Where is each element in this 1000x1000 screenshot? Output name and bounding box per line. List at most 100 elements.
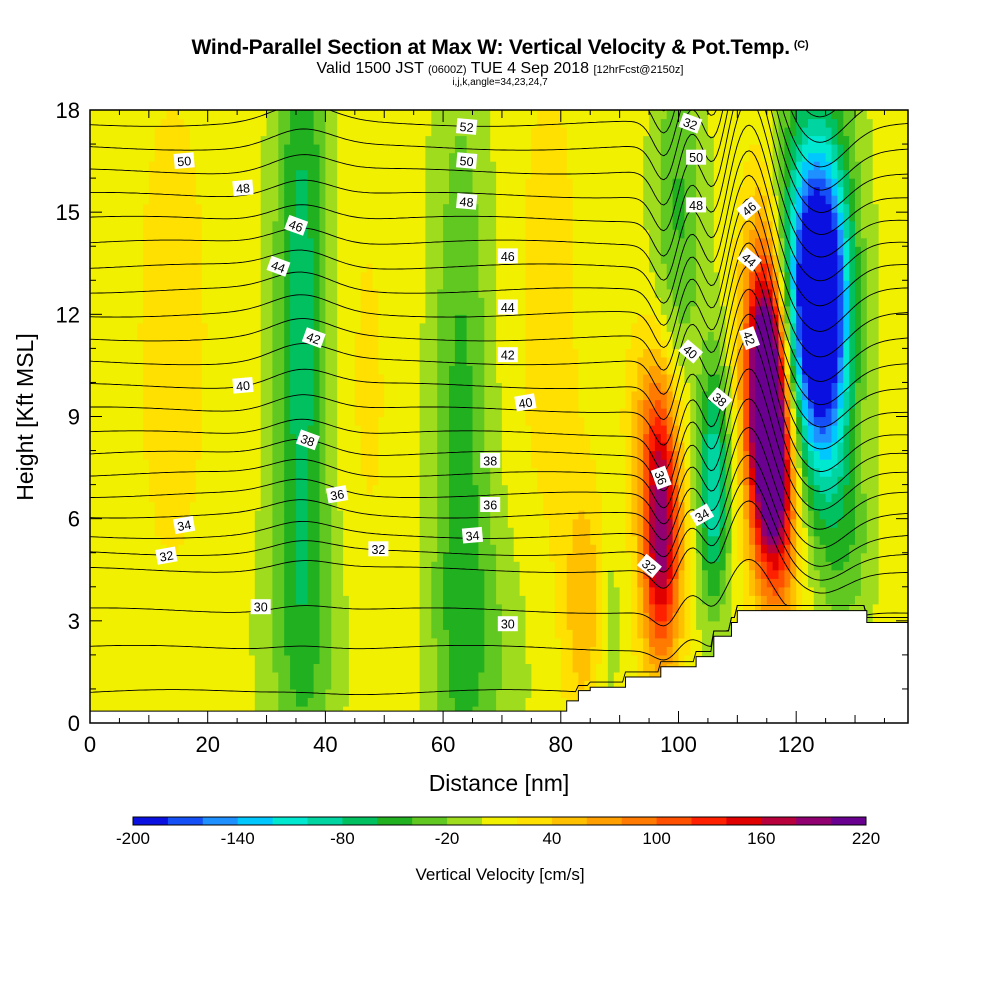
- velocity-cell: [478, 246, 497, 256]
- velocity-cell: [160, 118, 185, 128]
- velocity-cell: [254, 654, 274, 664]
- velocity-cell: [195, 169, 262, 179]
- velocity-cell: [672, 646, 680, 656]
- velocity-cell: [855, 195, 862, 205]
- theta-contour: [90, 150, 908, 307]
- velocity-cell: [637, 450, 644, 460]
- velocity-cell: [784, 195, 791, 205]
- velocity-cell: [878, 459, 908, 469]
- velocity-cell: [425, 254, 444, 264]
- velocity-cell: [737, 288, 744, 298]
- velocity-cell: [766, 518, 780, 528]
- velocity-cell: [678, 399, 685, 409]
- velocity-cell: [143, 280, 203, 290]
- velocity-cell: [619, 425, 632, 435]
- velocity-cell: [731, 484, 738, 494]
- velocity-cell: [825, 425, 833, 435]
- velocity-cell: [278, 195, 285, 205]
- velocity-cell: [284, 629, 321, 639]
- velocity-cell: [749, 552, 756, 562]
- velocity-cell: [678, 229, 685, 239]
- velocity-cell: [531, 459, 597, 469]
- velocity-cell: [437, 510, 450, 520]
- velocity-cell: [343, 569, 421, 579]
- velocity-cell: [272, 271, 285, 281]
- velocity-cell: [484, 322, 497, 332]
- velocity-cell: [337, 229, 427, 239]
- velocity-cell: [260, 484, 274, 494]
- velocity-cell: [849, 416, 856, 426]
- velocity-cell: [813, 595, 827, 605]
- velocity-cell: [737, 263, 744, 273]
- velocity-cell: [472, 391, 485, 401]
- velocity-cell: [607, 680, 615, 690]
- velocity-cell: [472, 169, 497, 179]
- velocity-cell: [90, 373, 144, 383]
- velocity-cell: [802, 152, 809, 162]
- velocity-cell: [784, 280, 791, 290]
- theta-label: 32: [678, 112, 703, 134]
- velocity-cell: [419, 527, 438, 537]
- velocity-cell: [654, 535, 668, 545]
- velocity-cell: [272, 365, 285, 375]
- velocity-cell: [319, 484, 326, 494]
- velocity-cell: [649, 459, 656, 469]
- velocity-cell: [755, 501, 762, 511]
- velocity-cell: [878, 561, 908, 571]
- velocity-cell: [501, 382, 526, 392]
- velocity-cell: [796, 476, 803, 486]
- velocity-cell: [419, 697, 438, 707]
- velocity-cell: [478, 510, 491, 520]
- velocity-cell: [643, 382, 650, 392]
- velocity-cell: [525, 322, 574, 332]
- velocity-cell: [313, 246, 321, 256]
- velocity-cell: [484, 578, 497, 588]
- velocity-cell: [666, 603, 674, 613]
- velocity-cell: [690, 527, 697, 537]
- velocity-cell: [731, 365, 738, 375]
- velocity-cell: [472, 399, 485, 409]
- velocity-cell: [731, 552, 738, 562]
- velocity-cell: [319, 425, 326, 435]
- velocity-cell: [790, 195, 797, 205]
- velocity-cell: [808, 552, 815, 562]
- velocity-cell: [678, 356, 703, 366]
- velocity-cell: [796, 246, 803, 256]
- velocity-cell: [702, 527, 709, 537]
- velocity-cell: [378, 356, 421, 366]
- velocity-cell: [484, 356, 497, 366]
- velocity-cell: [272, 408, 285, 418]
- velocity-cell: [743, 288, 750, 298]
- velocity-cell: [272, 450, 285, 460]
- velocity-cell: [466, 356, 485, 366]
- velocity-cell: [831, 212, 838, 222]
- velocity-cell: [649, 595, 656, 605]
- velocity-cell: [837, 237, 844, 247]
- velocity-cell: [678, 629, 685, 639]
- velocity-cell: [702, 450, 709, 460]
- velocity-cell: [719, 297, 733, 307]
- velocity-cell: [154, 135, 191, 145]
- velocity-cell: [260, 314, 274, 324]
- velocity-cell: [654, 603, 668, 613]
- velocity-cell: [855, 212, 862, 222]
- velocity-cell: [802, 144, 833, 154]
- velocity-cell: [337, 365, 356, 375]
- velocity-cell: [137, 322, 209, 332]
- velocity-cell: [319, 654, 332, 664]
- velocity-cell: [743, 382, 750, 392]
- velocity-cell: [537, 110, 562, 120]
- theta-contour: [90, 500, 908, 594]
- velocity-cell: [631, 433, 638, 443]
- velocity-cell: [796, 118, 809, 128]
- velocity-cell: [572, 305, 662, 315]
- velocity-cell: [766, 535, 780, 545]
- velocity-cell: [525, 254, 574, 264]
- velocity-cell: [855, 493, 868, 503]
- velocity-cell: [525, 620, 556, 630]
- velocity-cell: [296, 467, 309, 477]
- velocity-cell: [496, 169, 532, 179]
- velocity-cell: [843, 178, 850, 188]
- velocity-cell: [872, 118, 908, 128]
- velocity-cell: [619, 629, 632, 639]
